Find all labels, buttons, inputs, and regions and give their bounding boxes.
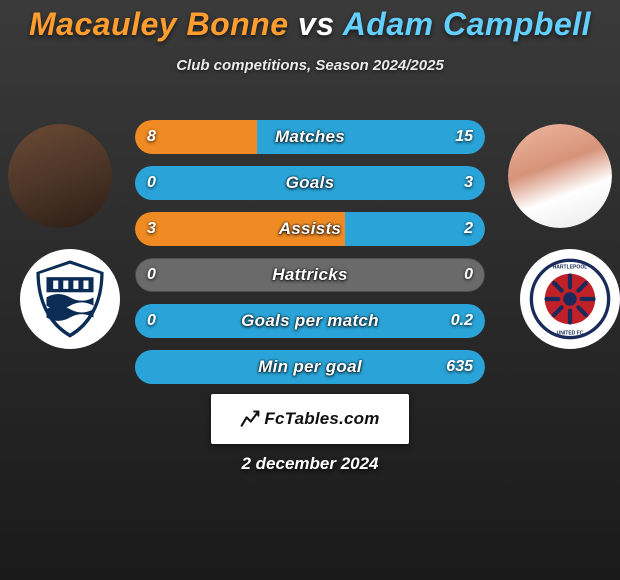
stat-bars-container: 815Matches 03Goals 32Assists 00Hattricks 00.… [135, 120, 485, 396]
player2-name: Adam Campbell [343, 6, 591, 42]
stat-label: Matches [135, 120, 485, 154]
stat-label: Hattricks [135, 258, 485, 292]
player1-avatar-fill [8, 124, 112, 228]
chart-line-icon [240, 409, 260, 429]
stat-row: 635Min per goal [135, 350, 485, 384]
svg-text:HARTLEPOOL: HARTLEPOOL [553, 265, 588, 271]
player2-avatar-fill [508, 124, 612, 228]
stat-row: 32Assists [135, 212, 485, 246]
vs-word: vs [298, 6, 335, 42]
generated-date: 2 december 2024 [0, 454, 620, 474]
stat-row: 00Hattricks [135, 258, 485, 292]
stat-row: 03Goals [135, 166, 485, 200]
fctables-logo: FcTables.com [240, 409, 379, 429]
brand-text: FcTables.com [264, 409, 379, 429]
stat-label: Goals [135, 166, 485, 200]
player1-avatar [8, 124, 112, 228]
comparison-title: Macauley Bonne vs Adam Campbell [0, 0, 620, 43]
player2-avatar [508, 124, 612, 228]
season-subtitle: Club competitions, Season 2024/2025 [0, 57, 620, 74]
hartlepool-crest-icon: HARTLEPOOL UNITED FC [528, 257, 612, 341]
stat-label: Min per goal [135, 350, 485, 384]
player2-club-crest: HARTLEPOOL UNITED FC [520, 249, 620, 349]
player1-club-crest [20, 249, 120, 349]
stat-row: 00.2Goals per match [135, 304, 485, 338]
stat-row: 815Matches [135, 120, 485, 154]
fctables-logo-box[interactable]: FcTables.com [211, 394, 409, 444]
stat-label: Assists [135, 212, 485, 246]
player1-name: Macauley Bonne [29, 6, 289, 42]
southend-crest-icon [28, 257, 112, 341]
svg-text:UNITED FC: UNITED FC [557, 330, 584, 336]
stat-label: Goals per match [135, 304, 485, 338]
